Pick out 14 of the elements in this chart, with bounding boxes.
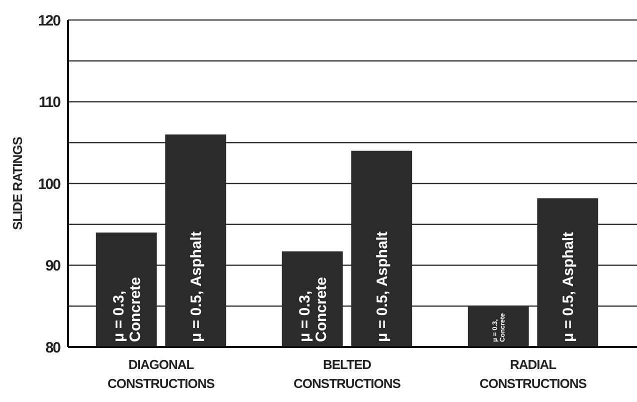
x-tick-label: RADIAL CONSTRUCTIONS [480, 357, 588, 391]
y-tick-label: 120 [38, 12, 61, 30]
x-tick-label: DIAGONAL CONSTRUCTIONS [108, 357, 216, 391]
series-label: μ = 0.5, Asphalt [188, 232, 205, 342]
text: μ = 0.3, Concrete [296, 276, 330, 342]
y-axis-title: SLIDE RATINGS [10, 136, 25, 230]
text: μ = 0.5, Asphalt [560, 232, 577, 342]
x-tick-label: BELTED CONSTRUCTIONS [294, 357, 402, 391]
y-tick-label: 100 [38, 176, 61, 193]
y-tick-label: 110 [38, 94, 61, 111]
y-tick-label: 80 [45, 339, 61, 356]
y-tick-label: 90 [45, 258, 61, 274]
text: μ = 0.5, Asphalt [374, 232, 391, 342]
series-label: μ = 0.3, Concrete [110, 276, 144, 342]
